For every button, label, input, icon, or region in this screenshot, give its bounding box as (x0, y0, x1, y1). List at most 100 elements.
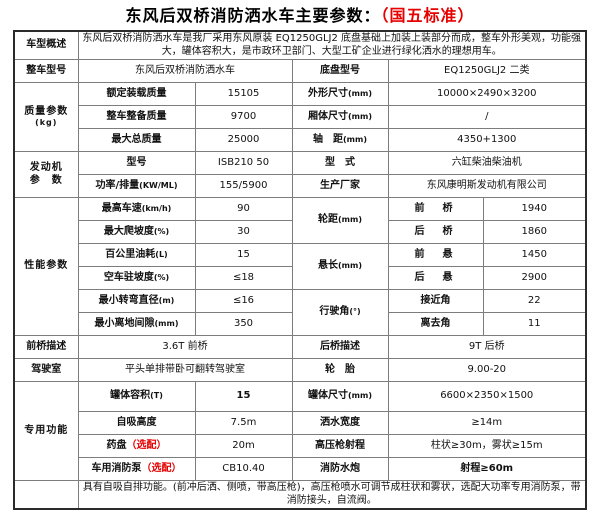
power-value: 155/5900 (194, 174, 293, 198)
tank-volume-label: 罐体容积(T) (77, 381, 196, 412)
gun-range-value: 柱状≥30m，雾状≥15m (387, 434, 587, 458)
power-label: 功率/排量(KW/ML) (77, 174, 196, 198)
tank-volume-value: 15 (194, 381, 293, 412)
table-row-fuel: 百公里油耗(L) 15 悬长(mm) 前 悬 1450 (14, 243, 587, 290)
fuel-value: 15 (194, 243, 293, 267)
monitor-label: 消防水炮 (291, 457, 389, 481)
park-grade-label: 空车驻坡度(%) (77, 266, 196, 290)
table-row-park-grade: 空车驻坡度(%) ≤18 后 悬 2900 (14, 266, 587, 290)
chassis-model-label: 底盘型号 (291, 59, 389, 83)
curb-mass-label: 整车整备质量 (77, 105, 196, 129)
engine-type-value: 六缸柴油柴油机 (387, 151, 587, 175)
front-axle-desc-label: 前桥描述 (13, 335, 79, 359)
mass-group-label: 质量参数 (kg) (13, 82, 79, 152)
tank-size-value: 6600×2350×1500 (387, 381, 587, 412)
clearance-value: 350 (194, 312, 293, 336)
suction-height-label: 自吸高度 (77, 411, 196, 435)
page-title: 东风后双桥消防洒水车主要参数：（国五标准） (0, 0, 600, 30)
suction-height-value: 7.5m (194, 411, 293, 435)
table-row-max-grade: 最大爬坡度(%) 30 后 桥 1860 (14, 220, 587, 244)
table-row-axle-desc: 前桥描述 3.6T 前桥 后桥描述 9T 后桥 (13, 335, 587, 359)
fuel-label: 百公里油耗(L) (77, 243, 196, 267)
table-row-cab: 驾驶室 平头单排带卧可翻转驾驶室 轮 胎 9.00-20 (13, 358, 587, 382)
gross-mass-value: 25000 (194, 128, 293, 152)
footer-note-spacer (13, 480, 79, 510)
tire-label: 轮 胎 (291, 358, 389, 382)
max-speed-value: 90 (194, 197, 293, 221)
gross-mass-label: 最大总质量 (77, 128, 196, 152)
table-row-tank-volume: 专用功能 罐体容积(T) 15 罐体尺寸(mm) 6600×2350×1500 (13, 381, 587, 481)
front-axle-track-label: 前 桥 (387, 197, 484, 221)
footer-note: 具有自吸自排功能。(前冲后洒、侧喷，带高压枪)，高压枪喷水可调节成柱状和雾状，选… (77, 480, 587, 510)
rated-load-value: 15105 (194, 82, 293, 106)
manufacturer-value: 东风康明斯发动机有限公司 (387, 174, 587, 198)
mass-group-title: 质量参数 (24, 105, 69, 117)
table-row-pump: 车用消防泵（选配） CB10.40 消防水炮 射程≥60m (14, 457, 587, 481)
special-group-label: 专用功能 (13, 381, 79, 481)
front-overhang-label: 前 悬 (387, 243, 484, 267)
overview-label: 车型概述 (13, 30, 79, 60)
rear-axle-track-label: 后 桥 (387, 220, 484, 244)
cab-value: 平头单排带卧可翻转驾驶室 (77, 358, 293, 382)
engine-group-title-2: 参 数 (29, 174, 63, 186)
hose-reel-value: 20m (194, 434, 293, 458)
wheelbase-value: 4350+1300 (387, 128, 587, 152)
table-row-footer-note: 具有自吸自排功能。(前冲后洒、侧喷，带高压枪)，高压枪喷水可调节成柱状和雾状，选… (13, 480, 587, 510)
park-grade-value: ≤18 (194, 266, 293, 290)
page-title-main: 东风后双桥消防洒水车主要参数： (125, 6, 381, 25)
manufacturer-label: 生产厂家 (291, 174, 389, 198)
turn-diameter-label: 最小转弯直径(m) (77, 289, 196, 313)
rear-axle-desc-label: 后桥描述 (291, 335, 389, 359)
pump-label: 车用消防泵（选配） (77, 457, 196, 481)
tank-size-label: 罐体尺寸(mm) (291, 381, 389, 412)
pump-value: CB10.40 (194, 457, 293, 481)
engine-model-value: ISB210 50 (194, 151, 293, 175)
mass-group-unit: (kg) (35, 118, 58, 128)
wheelbase-label: 轴 距(mm) (291, 128, 389, 152)
box-size-label: 厢体尺寸(mm) (291, 105, 389, 129)
dimension-label: 外形尺寸(mm) (291, 82, 389, 106)
track-label: 轮距(mm) (291, 197, 389, 244)
rear-overhang-label: 后 悬 (387, 266, 484, 290)
overhang-label: 悬长(mm) (291, 243, 389, 290)
max-speed-label: 最高车速(km/h) (77, 197, 196, 221)
max-grade-value: 30 (194, 220, 293, 244)
table-row-curb-mass: 整车整备质量 9700 厢体尺寸(mm) / (14, 105, 587, 129)
curb-mass-value: 9700 (194, 105, 293, 129)
engine-type-label: 型 式 (291, 151, 389, 175)
rear-axle-track-value: 1860 (482, 220, 587, 244)
departure-angle-label: 离去角 (387, 312, 484, 336)
drive-angle-label: 行驶角(°) (291, 289, 389, 336)
rated-load-label: 额定装载质量 (77, 82, 196, 106)
spray-width-value: ≥14m (387, 411, 587, 435)
clearance-label: 最小离地间隙(mm) (77, 312, 196, 336)
table-row-overview: 车型概述 东风后双桥消防洒水车是我厂采用东风原装 EQ1250GLJ2 底盘基础… (13, 30, 587, 60)
table-row-rated-load: 质量参数 (kg) 额定装载质量 15105 外形尺寸(mm) 10000×24… (13, 82, 587, 152)
gun-range-label: 高压枪射程 (291, 434, 389, 458)
engine-model-label: 型号 (77, 151, 196, 175)
cab-label: 驾驶室 (13, 358, 79, 382)
departure-angle-value: 11 (482, 312, 587, 336)
page-title-standard: （国五标准） (380, 6, 475, 25)
table-row-model: 整车型号 东风后双桥消防洒水车 底盘型号 EQ1250GLJ2 二类 (13, 59, 587, 83)
table-row-engine-model: 发动机 参 数 型号 ISB210 50 型 式 六缸柴油柴油机 (13, 151, 587, 198)
vehicle-model-value: 东风后双桥消防洒水车 (77, 59, 293, 83)
specification-table: 车型概述 东风后双桥消防洒水车是我厂采用东风原装 EQ1250GLJ2 底盘基础… (13, 30, 587, 510)
performance-group-label: 性能参数 (13, 197, 79, 336)
tire-value: 9.00-20 (387, 358, 587, 382)
engine-group-label: 发动机 参 数 (13, 151, 79, 198)
front-axle-track-value: 1940 (482, 197, 587, 221)
chassis-model-value: EQ1250GLJ2 二类 (387, 59, 587, 83)
spray-width-label: 洒水宽度 (291, 411, 389, 435)
monitor-value: 射程≥60m (387, 457, 587, 481)
rear-axle-desc-value: 9T 后桥 (387, 335, 587, 359)
table-row-max-speed: 性能参数 最高车速(km/h) 90 轮距(mm) 前 桥 1940 (13, 197, 587, 336)
hose-reel-label: 药盘（选配） (77, 434, 196, 458)
table-row-engine-power: 功率/排量(KW/ML) 155/5900 生产厂家 东风康明斯发动机有限公司 (14, 174, 587, 198)
overview-text: 东风后双桥消防洒水车是我厂采用东风原装 EQ1250GLJ2 底盘基础上加装上装… (77, 30, 587, 60)
table-row-gross-mass: 最大总质量 25000 轴 距(mm) 4350+1300 (14, 128, 587, 152)
table-row-suction-height: 自吸高度 7.5m 洒水宽度 ≥14m (14, 411, 587, 435)
front-axle-desc-value: 3.6T 前桥 (77, 335, 293, 359)
box-size-value: / (387, 105, 587, 129)
